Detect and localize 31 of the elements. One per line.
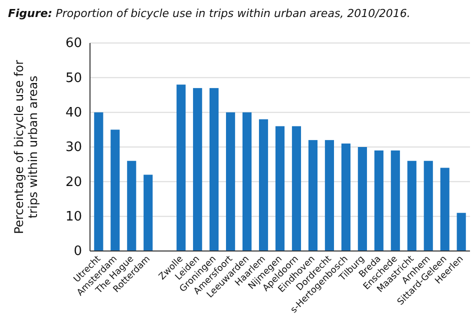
bar bbox=[275, 126, 285, 251]
bar bbox=[390, 150, 400, 251]
bar bbox=[324, 140, 334, 251]
y-tick-label: 10 bbox=[65, 209, 82, 224]
bar bbox=[341, 144, 350, 251]
bar bbox=[456, 212, 466, 251]
y-axis-title: Percentage of bicycle use for trips within urban areas bbox=[12, 60, 40, 234]
bar bbox=[144, 174, 153, 251]
bar bbox=[374, 150, 384, 251]
y-tick-label: 50 bbox=[65, 70, 82, 86]
bar bbox=[440, 168, 450, 251]
y-tick-label: 60 bbox=[65, 36, 82, 52]
y-tick-label: 30 bbox=[65, 140, 82, 156]
bar bbox=[258, 119, 268, 251]
y-tick-label: 20 bbox=[65, 174, 82, 190]
bar bbox=[127, 160, 136, 251]
bar bbox=[358, 147, 367, 251]
bar bbox=[110, 130, 120, 251]
chart-title: Figure: Proportion of bicycle use in trips within urban areas, 2010/2016. bbox=[8, 7, 410, 20]
bar bbox=[407, 160, 416, 251]
y-tick-label: 0 bbox=[74, 244, 82, 260]
bar bbox=[94, 112, 104, 251]
bar bbox=[226, 112, 236, 251]
y-tick-label: 40 bbox=[65, 105, 82, 120]
bar bbox=[424, 160, 433, 251]
bar bbox=[210, 88, 219, 251]
bar bbox=[242, 112, 252, 251]
bar bbox=[176, 84, 186, 251]
bar bbox=[308, 140, 318, 251]
bar bbox=[193, 88, 202, 251]
bar bbox=[292, 126, 302, 251]
